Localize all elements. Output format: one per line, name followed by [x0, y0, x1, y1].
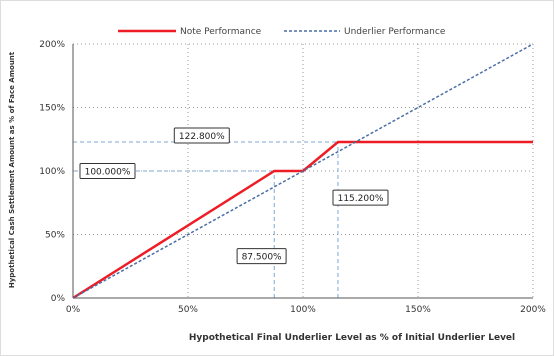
x-tick-label: 150% — [405, 305, 431, 315]
grid — [73, 43, 534, 298]
annotation-label: 87.500% — [242, 253, 282, 263]
y-tick-label: 150% — [39, 104, 65, 114]
underlier-performance-line — [72, 43, 534, 299]
y-tick-label: 0% — [51, 294, 66, 304]
annotation-label: 122.800% — [179, 132, 225, 142]
y-tick-label: 200% — [39, 40, 65, 50]
legend-label-underlier: Underlier Performance — [344, 27, 446, 37]
x-tick-label: 200% — [520, 305, 546, 315]
x-tick-label: 0% — [66, 305, 81, 315]
series-layer — [72, 43, 534, 300]
tick-labels: 0% 50% 100% 150% 200% 0% 50% 100% 150% 200% — [39, 40, 546, 315]
annotation-box — [173, 127, 230, 144]
x-axis-label: Hypothetical Final Underlier Level as % … — [189, 333, 515, 343]
legend-label-note: Note Performance — [180, 27, 262, 37]
y-tick-label: 50% — [45, 231, 65, 241]
annotation-label: 100.000% — [85, 168, 131, 178]
annotations: 122.800% 100.000% 115.200% 87.500% — [79, 127, 389, 265]
axes — [72, 44, 533, 299]
legend: Note Performance Underlier Performance — [118, 27, 446, 37]
annotation-callout: 122.800% — [173, 127, 230, 144]
annotation-box — [79, 163, 136, 179]
annotation-box — [332, 189, 389, 206]
annotation-label: 115.200% — [338, 194, 384, 204]
y-axis-label: Hypothetical Cash Settlement Amount as %… — [8, 51, 16, 288]
x-tick-label: 100% — [290, 305, 316, 315]
annotation-callout: 115.200% — [332, 189, 389, 206]
annotation-callout: 87.500% — [236, 248, 287, 265]
guide-lines — [73, 141, 339, 298]
x-tick-label: 50% — [178, 305, 198, 315]
annotation-callout: 100.000% — [79, 163, 136, 179]
annotation-box — [236, 248, 287, 265]
y-tick-label: 100% — [39, 167, 65, 177]
